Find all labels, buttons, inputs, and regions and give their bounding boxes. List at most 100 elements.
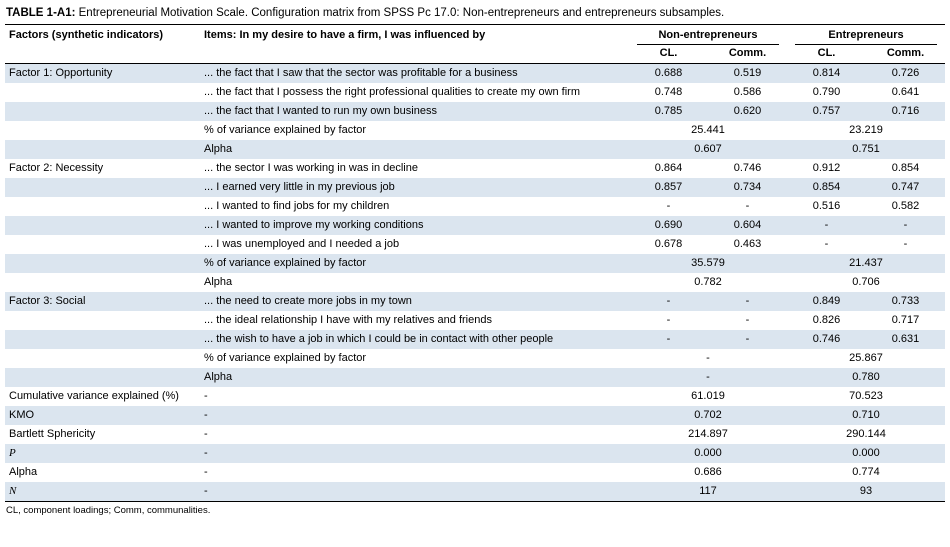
value-cell: 0.678 <box>654 238 683 250</box>
item-cell: ... I earned very little in my previous … <box>204 181 395 193</box>
table-row: ... the fact that I possess the right pr… <box>5 83 945 102</box>
table-row: % of variance explained by factor - 25.867 <box>5 349 945 368</box>
value-cell-span: 0.751 <box>852 143 880 155</box>
item-cell: - <box>204 428 208 440</box>
factor-cell <box>5 330 200 349</box>
factor-cell: Factor 2: Necessity <box>9 162 104 174</box>
value-cell: 0.826 <box>812 314 841 326</box>
item-cell: ... the fact that I wanted to run my own… <box>204 105 437 117</box>
table-row: Bartlett Sphericity - 214.897 290.144 <box>5 425 945 444</box>
value-cell-span: 25.867 <box>849 352 883 364</box>
table-row: ... I was unemployed and I needed a job 0… <box>5 235 945 254</box>
value-cell-span: - <box>706 371 710 383</box>
table-row: N - 117 93 <box>5 482 946 502</box>
item-cell: % of variance explained by factor <box>204 257 367 269</box>
table-title: TABLE 1-A1: Entrepreneurial Motivation S… <box>6 6 945 20</box>
item-cell: - <box>204 466 208 478</box>
value-cell: 0.582 <box>891 200 920 212</box>
value-cell-span: 0.702 <box>694 409 722 421</box>
value-cell: 0.748 <box>654 86 683 98</box>
value-cell-span: 290.144 <box>846 428 886 440</box>
value-cell: 0.912 <box>812 162 841 174</box>
factor-cell <box>5 254 200 273</box>
item-cell: ... the ideal relationship I have with m… <box>204 314 492 326</box>
factor-cell: KMO <box>9 409 35 421</box>
table-header: Factors (synthetic indicators) Items: In… <box>5 24 946 64</box>
factor-cell: N <box>9 485 17 497</box>
value-cell-span: 0.706 <box>852 276 880 288</box>
value-cell: 0.631 <box>891 333 920 345</box>
value-cell-span: 0.607 <box>694 143 722 155</box>
value-cell: 0.849 <box>812 295 841 307</box>
factor-cell <box>5 140 200 159</box>
value-cell: 0.746 <box>733 162 762 174</box>
group-label-non-entrepreneurs: Non-entrepreneurs <box>637 28 779 45</box>
table-row: Factor 1: Opportunity ... the fact that I… <box>5 63 946 83</box>
table-row: ... the ideal relationship I have with m… <box>5 311 945 330</box>
table-title-label: TABLE 1-A1: <box>6 7 76 19</box>
item-cell: Alpha <box>204 143 233 155</box>
value-cell: 0.604 <box>733 219 762 231</box>
item-cell: - <box>204 390 208 402</box>
value-cell: 0.516 <box>812 200 841 212</box>
header-group-non-entrepreneurs: Non-entrepreneurs <box>629 25 787 45</box>
table-footnote: CL, component loadings; Comm, communalit… <box>6 505 211 516</box>
item-cell: - <box>204 409 208 421</box>
item-cell: ... the sector I was working in was in d… <box>204 162 418 174</box>
header-items: Items: In my desire to have a firm, I wa… <box>204 29 486 41</box>
factor-cell <box>5 235 200 254</box>
group-label-entrepreneurs: Entrepreneurs <box>795 28 938 45</box>
item-cell: ... the fact that I saw that the sector … <box>204 67 518 79</box>
item-cell: - <box>204 447 208 459</box>
value-cell-span: 214.897 <box>688 428 728 440</box>
header-comm-ent: Comm. <box>886 47 925 59</box>
value-cell: 0.688 <box>654 67 683 79</box>
table-row: Factor 2: Necessity ... the sector I was … <box>5 159 945 178</box>
factor-cell <box>5 273 200 292</box>
header-group-entrepreneurs: Entrepreneurs <box>787 25 945 45</box>
table-row: Alpha - 0.686 0.774 <box>5 463 945 482</box>
value-cell-span: 23.219 <box>849 124 883 136</box>
value-cell-span: 35.579 <box>691 257 725 269</box>
value-cell: 0.717 <box>891 314 920 326</box>
value-cell: 0.746 <box>812 333 841 345</box>
value-cell: - <box>745 333 750 345</box>
header-row-subcols: CL. Comm. CL. Comm. <box>5 45 945 64</box>
table-row: ... the wish to have a job in which I co… <box>5 330 946 349</box>
value-cell: - <box>745 295 750 307</box>
value-cell: 0.463 <box>733 238 762 250</box>
value-cell-span: 61.019 <box>691 390 725 402</box>
table-row: P - 0.000 0.000 <box>5 444 946 463</box>
value-cell-span: 0.710 <box>852 409 880 421</box>
factor-cell: P <box>9 447 16 459</box>
factor-cell <box>5 83 200 102</box>
value-cell-span: 0.774 <box>852 466 880 478</box>
item-cell: ... I wanted to improve my working condi… <box>204 219 424 231</box>
table-body: Factor 1: Opportunity ... the fact that I… <box>5 63 946 502</box>
value-cell: - <box>666 295 671 307</box>
value-cell: - <box>824 219 829 231</box>
motivation-scale-table: Factors (synthetic indicators) Items: In… <box>5 24 946 502</box>
factor-cell <box>5 102 200 121</box>
value-cell: - <box>666 200 671 212</box>
value-cell-span: 0.000 <box>694 447 722 459</box>
factor-cell <box>5 368 200 387</box>
value-cell: - <box>903 238 908 250</box>
item-cell: ... I was unemployed and I needed a job <box>204 238 400 250</box>
header-cl-ent: CL. <box>817 47 836 59</box>
header-comm-non: Comm. <box>728 47 767 59</box>
value-cell: 0.854 <box>812 181 841 193</box>
item-cell: ... the need to create more jobs in my t… <box>204 295 412 307</box>
value-cell-span: 70.523 <box>849 390 883 402</box>
value-cell: - <box>666 333 671 345</box>
value-cell: 0.641 <box>891 86 920 98</box>
value-cell: 0.586 <box>733 86 762 98</box>
value-cell: - <box>666 314 671 326</box>
value-cell: 0.790 <box>812 86 841 98</box>
value-cell-span: 0.686 <box>694 466 722 478</box>
value-cell: 0.734 <box>733 181 762 193</box>
table-row: % of variance explained by factor 25.441 2… <box>5 121 945 140</box>
factor-cell <box>5 121 200 140</box>
factor-cell: Bartlett Sphericity <box>9 428 96 440</box>
